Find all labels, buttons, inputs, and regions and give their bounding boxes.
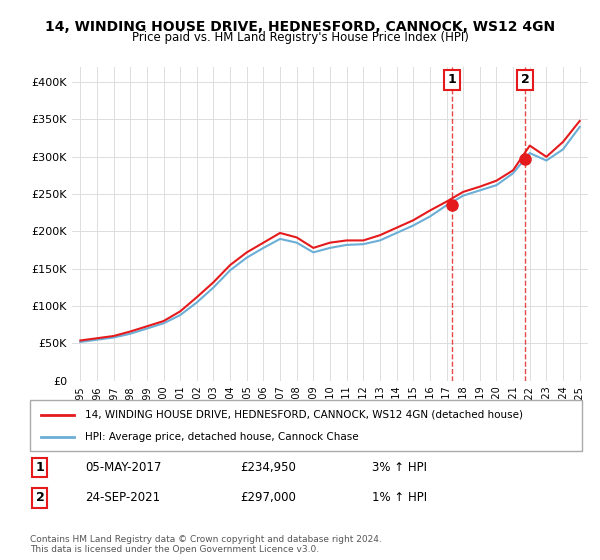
Text: 3% ↑ HPI: 3% ↑ HPI bbox=[372, 461, 427, 474]
Text: 1: 1 bbox=[448, 73, 457, 86]
Text: 1% ↑ HPI: 1% ↑ HPI bbox=[372, 492, 427, 505]
Text: 24-SEP-2021: 24-SEP-2021 bbox=[85, 492, 160, 505]
Text: HPI: Average price, detached house, Cannock Chase: HPI: Average price, detached house, Cann… bbox=[85, 432, 359, 442]
Text: £297,000: £297,000 bbox=[240, 492, 296, 505]
Text: 2: 2 bbox=[521, 73, 530, 86]
Text: 05-MAY-2017: 05-MAY-2017 bbox=[85, 461, 161, 474]
Text: 14, WINDING HOUSE DRIVE, HEDNESFORD, CANNOCK, WS12 4GN (detached house): 14, WINDING HOUSE DRIVE, HEDNESFORD, CAN… bbox=[85, 409, 523, 419]
Text: 1: 1 bbox=[35, 461, 44, 474]
Text: 14, WINDING HOUSE DRIVE, HEDNESFORD, CANNOCK, WS12 4GN: 14, WINDING HOUSE DRIVE, HEDNESFORD, CAN… bbox=[45, 20, 555, 34]
FancyBboxPatch shape bbox=[30, 400, 582, 451]
Text: £234,950: £234,950 bbox=[240, 461, 296, 474]
Text: Contains HM Land Registry data © Crown copyright and database right 2024.
This d: Contains HM Land Registry data © Crown c… bbox=[30, 535, 382, 554]
Text: 2: 2 bbox=[35, 492, 44, 505]
Text: Price paid vs. HM Land Registry's House Price Index (HPI): Price paid vs. HM Land Registry's House … bbox=[131, 31, 469, 44]
